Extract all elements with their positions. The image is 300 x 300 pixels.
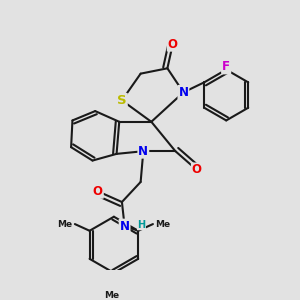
Text: N: N <box>138 145 148 158</box>
Text: N: N <box>178 86 188 99</box>
Text: Me: Me <box>155 220 170 229</box>
Text: S: S <box>117 94 127 107</box>
Text: O: O <box>168 38 178 51</box>
Text: N: N <box>120 220 130 232</box>
Text: F: F <box>222 59 230 72</box>
Text: O: O <box>93 185 103 198</box>
Text: Me: Me <box>104 291 119 300</box>
Text: O: O <box>192 164 202 176</box>
Text: F: F <box>222 61 230 74</box>
Text: Me: Me <box>58 220 73 229</box>
Text: H: H <box>137 220 146 230</box>
